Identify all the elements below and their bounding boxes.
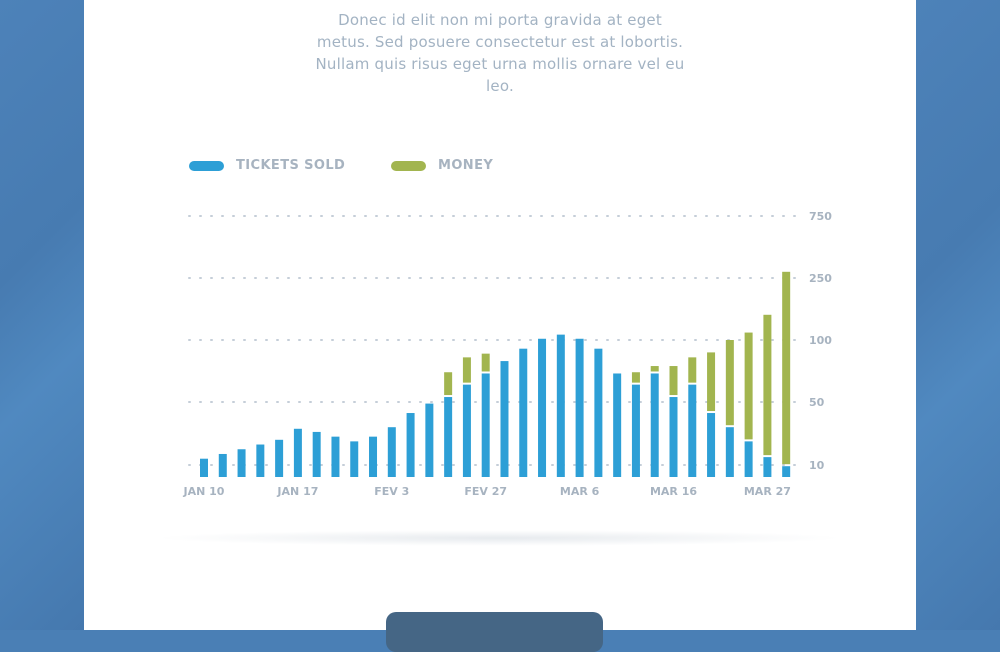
bar-tickets xyxy=(387,427,396,477)
bar-tickets xyxy=(200,458,208,477)
bar-tickets xyxy=(556,334,565,477)
bar-money xyxy=(707,352,716,412)
bar-money xyxy=(744,332,753,440)
x-tick-label: MAR 6 xyxy=(560,485,600,498)
cta-button[interactable] xyxy=(386,612,603,652)
legend-swatch-tickets xyxy=(189,160,224,171)
legend-item-tickets[interactable]: TICKETS SOLD xyxy=(189,158,345,173)
x-tick-label: MAR 27 xyxy=(744,485,791,498)
bar-tickets xyxy=(275,439,284,477)
bar-tickets xyxy=(594,348,603,477)
x-tick-label: FEV 27 xyxy=(464,485,507,498)
bar-tickets xyxy=(725,427,734,477)
bar-tickets xyxy=(613,373,622,477)
y-tick-label: 50 xyxy=(809,396,825,409)
legend-item-money[interactable]: MONEY xyxy=(391,158,493,173)
bar-tickets xyxy=(218,453,227,477)
intro-text: Donec id elit non mi porta gravida at eg… xyxy=(315,11,685,95)
bar-tickets xyxy=(462,384,471,477)
legend-label-money: MONEY xyxy=(438,158,494,173)
bar-tickets xyxy=(369,436,378,477)
y-tick-label: 750 xyxy=(809,210,832,223)
bar-money xyxy=(650,366,659,372)
bar-tickets xyxy=(256,444,265,477)
background-left xyxy=(0,0,84,630)
bar-tickets xyxy=(293,428,302,477)
bar-tickets xyxy=(481,373,490,477)
x-tick-label: JAN 17 xyxy=(276,485,318,498)
bar-tickets xyxy=(744,441,753,477)
bar-tickets xyxy=(707,413,716,477)
ticket-sales-chart: 10 50 100 250 750 JAN 10 JAN 17 FEV 3 FEV 27 MAR … xyxy=(183,210,833,498)
bar-tickets xyxy=(425,403,434,477)
bar-money xyxy=(725,340,734,426)
bar-tickets xyxy=(650,373,659,477)
bar-tickets xyxy=(519,348,528,477)
bar-money xyxy=(462,357,471,383)
bar-tickets xyxy=(444,397,453,477)
bar-tickets xyxy=(688,384,697,477)
bar-money xyxy=(782,271,791,465)
chart-legend: TICKETS SOLD MONEY xyxy=(84,158,916,178)
y-tick-label: 100 xyxy=(809,334,832,347)
bar-tickets xyxy=(500,361,509,477)
bar-tickets xyxy=(331,436,340,477)
bar-tickets xyxy=(763,457,772,477)
bar-tickets xyxy=(782,466,791,477)
bar-tickets xyxy=(575,338,584,477)
background-right xyxy=(916,0,1000,630)
bar-money xyxy=(444,372,453,396)
x-tick-label: JAN 10 xyxy=(183,485,225,498)
bar-money xyxy=(481,353,490,372)
bar-tickets xyxy=(669,397,678,477)
y-tick-label: 250 xyxy=(809,272,832,285)
bar-money xyxy=(763,314,772,456)
x-tick-label: FEV 3 xyxy=(374,485,409,498)
content-card: Donec id elit non mi porta gravida at eg… xyxy=(84,0,916,652)
bar-money xyxy=(631,372,640,383)
bar-money xyxy=(669,366,678,396)
bar-tickets xyxy=(631,384,640,477)
bar-tickets xyxy=(538,338,547,477)
x-tick-label: MAR 16 xyxy=(650,485,697,498)
bar-tickets xyxy=(350,441,359,477)
chart-shadow xyxy=(154,530,844,546)
bar-tickets xyxy=(406,413,415,477)
bar-money xyxy=(688,357,697,383)
bar-tickets xyxy=(237,449,246,477)
legend-label-tickets: TICKETS SOLD xyxy=(236,158,346,173)
y-tick-label: 10 xyxy=(809,459,825,472)
bar-tickets xyxy=(312,431,321,477)
legend-swatch-money xyxy=(391,160,426,171)
